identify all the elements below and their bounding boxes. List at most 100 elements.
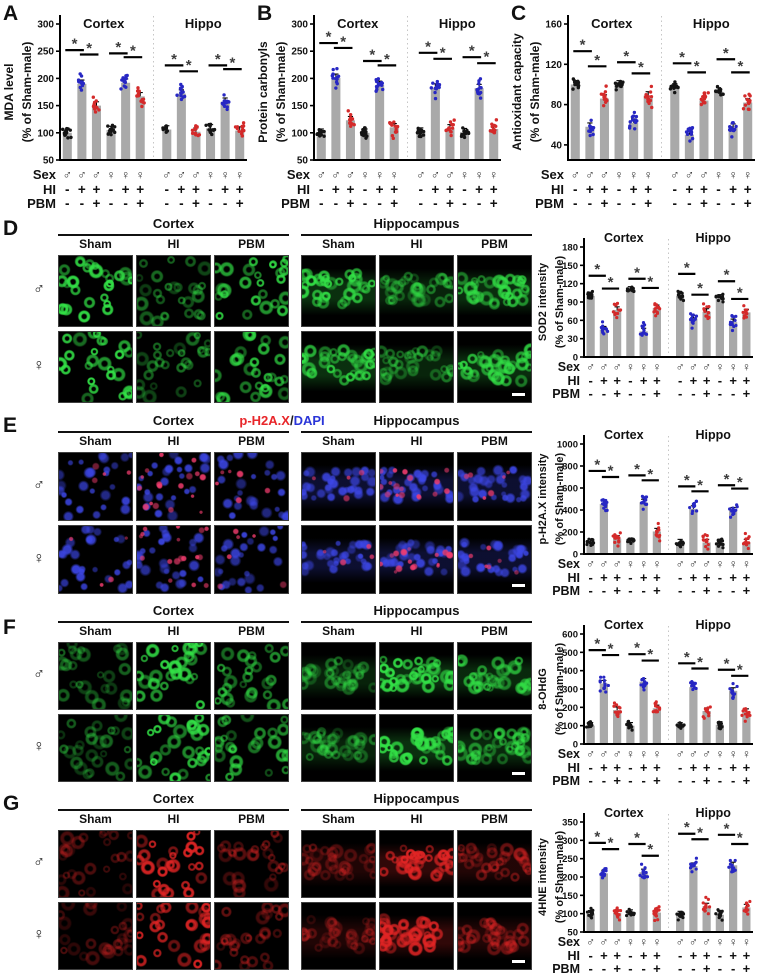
y-tick-label: 60 xyxy=(567,316,578,327)
bar xyxy=(639,872,648,932)
treatment-sign: - xyxy=(588,583,592,598)
treatment-sign: + xyxy=(93,182,101,197)
condition-label-pbm: PBM xyxy=(238,624,265,638)
data-point-red xyxy=(241,124,246,128)
condition-label-sham: Sham xyxy=(79,812,112,826)
data-point-red xyxy=(706,91,710,95)
treatment-sign: - xyxy=(731,386,735,401)
data-point-red xyxy=(657,707,662,711)
annotation-row-label: PBM xyxy=(27,196,56,211)
data-point-black xyxy=(714,294,718,298)
data-point-black xyxy=(65,126,69,131)
condition-label-hi: HI xyxy=(410,237,423,251)
condition-label-sham: Sham xyxy=(322,434,355,448)
treatment-sign: + xyxy=(236,182,244,197)
bar xyxy=(676,725,685,744)
data-point-blue xyxy=(645,875,650,879)
data-point-black xyxy=(681,298,686,303)
y-axis-label-line: 4HNE intensity xyxy=(538,837,549,916)
treatment-sign: - xyxy=(718,386,722,401)
annotation-row-label: HI xyxy=(568,571,581,585)
data-point-red xyxy=(653,918,657,923)
bar xyxy=(135,96,145,160)
data-point-red xyxy=(702,307,706,311)
micrograph-cortex-pbm xyxy=(214,331,289,403)
data-point-red xyxy=(702,716,706,720)
data-point-red xyxy=(747,92,751,96)
data-point-blue xyxy=(124,85,128,89)
data-point-black xyxy=(614,88,618,92)
y-tick-label: 350 xyxy=(562,818,578,829)
data-point-red xyxy=(615,906,619,910)
data-point-red xyxy=(747,535,751,539)
data-point-blue xyxy=(694,314,699,318)
treatment-sign: + xyxy=(703,386,711,401)
data-point-black xyxy=(365,134,369,138)
data-point-red xyxy=(649,84,654,89)
data-point-black xyxy=(681,542,685,546)
bar xyxy=(742,907,751,932)
data-point-blue xyxy=(602,332,606,336)
bar xyxy=(586,543,595,554)
micrograph-hippocampus-hi xyxy=(379,331,454,403)
treatment-sign: + xyxy=(332,182,340,197)
bar xyxy=(613,710,622,744)
region-header-hippocampus: Hippocampus xyxy=(373,603,460,618)
sig-asterisk: * xyxy=(594,828,600,845)
data-point-black xyxy=(162,126,167,130)
data-point-blue xyxy=(179,91,183,95)
bar xyxy=(389,127,399,160)
data-point-blue xyxy=(588,133,592,138)
data-point-red xyxy=(617,918,622,922)
treatment-sign: + xyxy=(475,182,483,197)
treatment-sign: + xyxy=(601,182,609,197)
data-point-red xyxy=(612,704,616,708)
data-point-blue xyxy=(598,689,602,693)
treatment-sign: - xyxy=(179,196,184,211)
bar xyxy=(689,687,698,744)
data-point-red xyxy=(616,909,620,913)
sig-asterisk: * xyxy=(723,45,729,62)
top-charts-row: A * * * * Cortex * * * * Hippo 50 100 150 200 250 300 MD… xyxy=(0,0,763,215)
data-point-blue xyxy=(376,81,381,86)
data-point-black xyxy=(714,912,718,916)
data-point-black xyxy=(721,92,725,96)
treatment-sign: + xyxy=(640,948,648,963)
sex-symbol: ♀ xyxy=(626,935,635,949)
region-header-cortex: Cortex xyxy=(152,216,195,231)
data-point-blue xyxy=(602,506,606,510)
treatment-sign: + xyxy=(653,948,661,963)
treatment-sign: - xyxy=(678,386,682,401)
data-point-black xyxy=(573,82,577,87)
data-point-blue xyxy=(602,874,606,878)
data-point-black xyxy=(670,84,675,88)
data-point-blue xyxy=(435,79,440,84)
y-axis-label-line: 8-OHdG xyxy=(538,668,549,710)
group-header: Cortex xyxy=(604,428,644,442)
data-point-red xyxy=(740,713,744,717)
data-point-blue xyxy=(334,86,338,90)
treatment-sign: - xyxy=(628,570,632,585)
treatment-sign: - xyxy=(718,570,722,585)
data-point-red xyxy=(615,713,619,717)
sex-symbol: ♀ xyxy=(626,747,635,761)
treatment-sign: + xyxy=(347,196,355,211)
treatment-sign: - xyxy=(334,196,339,211)
region-underline xyxy=(58,621,289,623)
sig-asterisk: * xyxy=(608,463,614,480)
panel-c-letter: C xyxy=(511,2,527,25)
data-point-black xyxy=(419,131,423,135)
condition-label-pbm: PBM xyxy=(481,434,508,448)
data-point-blue xyxy=(695,509,699,513)
sex-symbol: ♂ xyxy=(676,747,685,761)
micrograph-hippocampus-sham xyxy=(301,525,376,594)
data-point-red xyxy=(703,905,707,909)
micrograph-cortex-hi xyxy=(136,452,211,521)
sex-symbol: ♀ xyxy=(639,935,648,949)
treatment-sign: + xyxy=(630,182,638,197)
y-tick-label: 250 xyxy=(37,47,54,58)
treatment-sign: - xyxy=(678,948,682,963)
data-point-blue xyxy=(179,93,183,98)
data-point-red xyxy=(447,126,452,131)
